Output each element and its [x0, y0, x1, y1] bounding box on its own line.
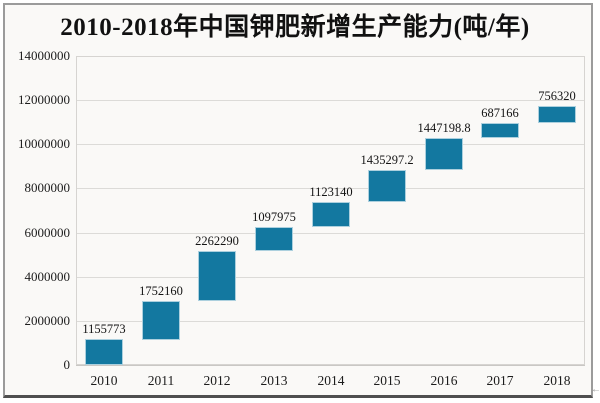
y-tick-label: 4000000: [24, 269, 71, 284]
value-label-2014: 1123140: [309, 185, 353, 199]
chart-title: 2010-2018年中国钾肥新增生产能力(吨/年): [60, 14, 530, 41]
value-label-2013: 1097975: [252, 210, 296, 224]
x-tick-label-2010: 2010: [90, 373, 118, 388]
plot-area: [76, 56, 585, 365]
value-label-2011: 1752160: [139, 284, 183, 298]
y-tick-label: 0: [63, 357, 71, 372]
bar-2015: [368, 170, 406, 202]
value-label-2018: 756320: [538, 89, 576, 103]
y-tick-label: 14000000: [18, 48, 70, 63]
x-tick-label-2014: 2014: [317, 373, 345, 388]
gridline: [76, 233, 585, 234]
y-tick-label: 6000000: [24, 225, 71, 240]
bar-2014: [312, 202, 350, 227]
bar-2012: [198, 251, 236, 301]
gridline: [76, 144, 585, 145]
y-tick-label: 2000000: [24, 313, 71, 328]
value-label-2015: 1435297.2: [360, 153, 414, 167]
x-tick-label-2016: 2016: [430, 373, 458, 388]
bar-2016: [425, 138, 463, 170]
bar-2018: [538, 106, 576, 123]
x-tick-label-2017: 2017: [486, 373, 514, 388]
value-label-2010: 1155773: [82, 322, 126, 336]
bar-2010: [85, 339, 123, 365]
gridline: [76, 321, 585, 322]
value-label-2016: 1447198.8: [417, 121, 471, 135]
x-axis-line: [76, 365, 585, 366]
value-label-2012: 2262290: [195, 234, 239, 248]
y-tick-label: 8000000: [24, 180, 71, 195]
bar-2017: [481, 123, 519, 138]
gridline: [76, 277, 585, 278]
bar-2011: [142, 301, 180, 340]
corner-artifact-icon: ←: [591, 384, 600, 395]
x-tick-label-2018: 2018: [543, 373, 571, 388]
gridline: [76, 100, 585, 101]
value-label-2017: 687166: [481, 106, 519, 120]
y-tick-label: 12000000: [18, 92, 70, 107]
x-tick-label-2013: 2013: [260, 373, 288, 388]
chart-frame: [3, 3, 593, 398]
x-tick-label-2011: 2011: [147, 373, 175, 388]
bar-2013: [255, 227, 293, 251]
y-tick-label: 10000000: [18, 136, 70, 151]
gridline: [76, 188, 585, 189]
x-tick-label-2015: 2015: [373, 373, 401, 388]
x-tick-label-2012: 2012: [203, 373, 231, 388]
